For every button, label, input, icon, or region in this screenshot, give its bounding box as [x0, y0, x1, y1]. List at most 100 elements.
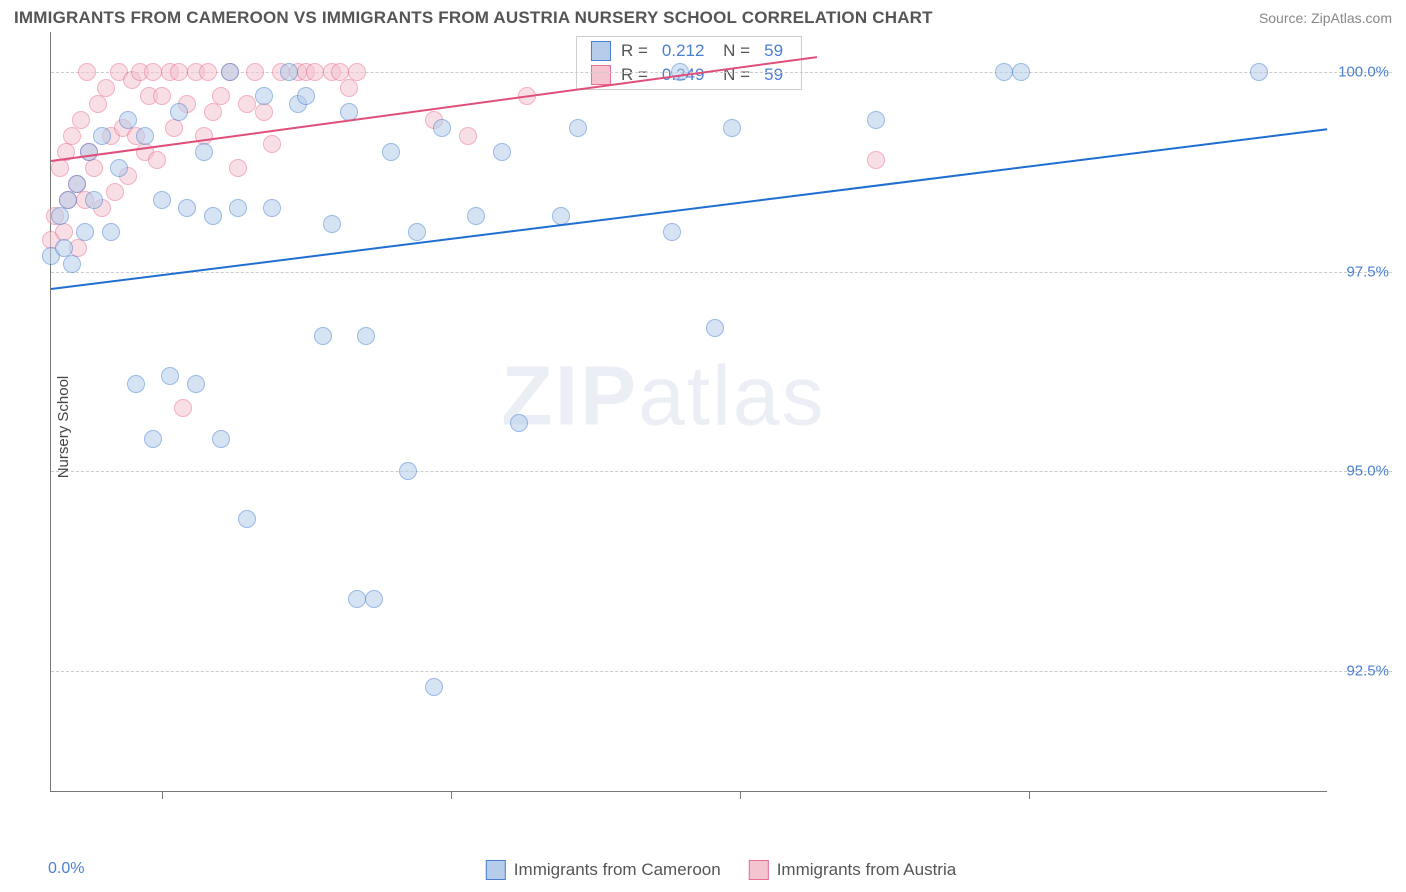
scatter-point: [68, 175, 86, 193]
scatter-point: [199, 63, 217, 81]
scatter-point: [212, 87, 230, 105]
scatter-point: [195, 143, 213, 161]
scatter-point: [246, 63, 264, 81]
scatter-point: [314, 327, 332, 345]
scatter-point: [238, 95, 256, 113]
x-tick: [740, 791, 741, 799]
scatter-point: [493, 143, 511, 161]
scatter-point: [144, 430, 162, 448]
x-tick: [162, 791, 163, 799]
legend-item-austria: Immigrants from Austria: [749, 860, 957, 880]
legend-label-austria: Immigrants from Austria: [777, 860, 957, 880]
legend-label-cameroon: Immigrants from Cameroon: [514, 860, 721, 880]
scatter-point: [238, 510, 256, 528]
scatter-point: [80, 143, 98, 161]
scatter-point: [204, 103, 222, 121]
y-tick-label: 95.0%: [1331, 463, 1389, 480]
scatter-point: [365, 590, 383, 608]
scatter-point: [459, 127, 477, 145]
chart-header: IMMIGRANTS FROM CAMEROON VS IMMIGRANTS F…: [0, 0, 1406, 32]
scatter-point: [323, 215, 341, 233]
series-legend: Immigrants from Cameroon Immigrants from…: [486, 860, 956, 880]
scatter-point: [569, 119, 587, 137]
scatter-point: [72, 111, 90, 129]
scatter-point: [148, 151, 166, 169]
x-tick: [451, 791, 452, 799]
scatter-point: [229, 159, 247, 177]
scatter-point: [93, 127, 111, 145]
scatter-point: [348, 63, 366, 81]
scatter-point: [663, 223, 681, 241]
scatter-point: [144, 63, 162, 81]
scatter-point: [995, 63, 1013, 81]
grid-line: [51, 671, 1392, 672]
scatter-point: [671, 63, 689, 81]
scatter-point: [1012, 63, 1030, 81]
scatter-point: [229, 199, 247, 217]
y-tick-label: 97.5%: [1331, 263, 1389, 280]
scatter-point: [85, 191, 103, 209]
grid-line: [51, 272, 1392, 273]
scatter-point: [127, 375, 145, 393]
n-value-austria: 59: [764, 65, 783, 85]
watermark: ZIPatlas: [501, 348, 825, 445]
scatter-point: [204, 207, 222, 225]
scatter-point: [221, 63, 239, 81]
scatter-point: [1250, 63, 1268, 81]
scatter-point: [212, 430, 230, 448]
scatter-point: [161, 367, 179, 385]
r-label: R =: [621, 41, 648, 61]
scatter-point: [510, 414, 528, 432]
scatter-point: [433, 119, 451, 137]
scatter-point: [706, 319, 724, 337]
scatter-point: [102, 223, 120, 241]
swatch-austria: [591, 65, 611, 85]
scatter-point: [78, 63, 96, 81]
scatter-point: [165, 119, 183, 137]
chart-title: IMMIGRANTS FROM CAMEROON VS IMMIGRANTS F…: [14, 8, 933, 28]
scatter-point: [76, 223, 94, 241]
scatter-point: [263, 135, 281, 153]
scatter-point: [552, 207, 570, 225]
r-value-cameroon: 0.212: [662, 41, 705, 61]
scatter-point: [153, 191, 171, 209]
scatter-point: [51, 207, 69, 225]
y-tick-label: 100.0%: [1331, 63, 1389, 80]
n-value-cameroon: 59: [764, 41, 783, 61]
x-axis-min-label: 0.0%: [48, 860, 84, 878]
scatter-point: [340, 79, 358, 97]
chart-source: Source: ZipAtlas.com: [1259, 10, 1392, 26]
scatter-point: [174, 399, 192, 417]
scatter-point: [170, 103, 188, 121]
legend-item-cameroon: Immigrants from Cameroon: [486, 860, 721, 880]
grid-line: [51, 471, 1392, 472]
scatter-point: [425, 678, 443, 696]
scatter-point: [110, 159, 128, 177]
legend-swatch-cameroon: [486, 860, 506, 880]
scatter-point: [255, 103, 273, 121]
scatter-point: [280, 63, 298, 81]
chart-container: Nursery School ZIPatlas R = 0.212 N = 59…: [50, 32, 1392, 822]
scatter-point: [85, 159, 103, 177]
scatter-point: [178, 199, 196, 217]
scatter-point: [153, 87, 171, 105]
scatter-point: [263, 199, 281, 217]
legend-swatch-austria: [749, 860, 769, 880]
scatter-point: [59, 191, 77, 209]
x-tick: [1029, 791, 1030, 799]
y-tick-label: 92.5%: [1331, 663, 1389, 680]
scatter-point: [106, 183, 124, 201]
scatter-point: [408, 223, 426, 241]
scatter-point: [399, 462, 417, 480]
scatter-point: [723, 119, 741, 137]
scatter-point: [306, 63, 324, 81]
swatch-cameroon: [591, 41, 611, 61]
n-label: N =: [718, 41, 750, 61]
scatter-point: [357, 327, 375, 345]
scatter-point: [63, 127, 81, 145]
scatter-point: [187, 375, 205, 393]
scatter-point: [297, 87, 315, 105]
scatter-point: [255, 87, 273, 105]
scatter-point: [170, 63, 188, 81]
scatter-point: [348, 590, 366, 608]
